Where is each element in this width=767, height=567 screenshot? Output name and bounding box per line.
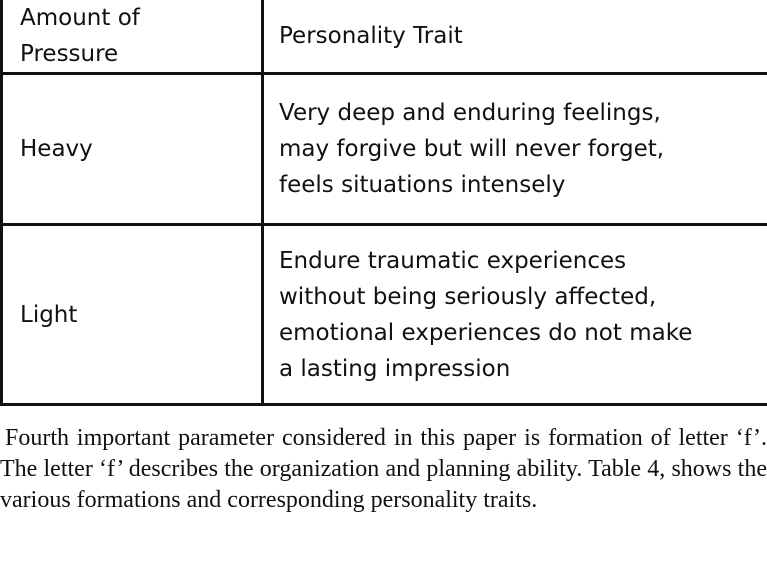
pressure-cell: Light: [0, 223, 264, 406]
pressure-traits-table: Amount of Pressure Personality Trait Hea…: [0, 0, 767, 406]
header-personality-trait: Personality Trait: [279, 23, 463, 49]
header-cell-amount-of-pressure: Amount of Pressure: [0, 0, 264, 75]
body-paragraph: Fourth important parameter considered in…: [0, 425, 767, 513]
pressure-value-heavy: Heavy: [20, 136, 93, 162]
pressure-cell: Heavy: [0, 72, 264, 226]
pressure-value-light: Light: [20, 301, 78, 328]
header-cell-personality-trait: Personality Trait: [261, 0, 767, 75]
trait-value-light: Endure traumatic experiences without bei…: [279, 247, 693, 382]
trait-value-heavy: Very deep and enduring feelings, may for…: [279, 100, 665, 198]
trait-cell: Endure traumatic experiences without bei…: [261, 223, 767, 406]
pressure-traits-table-wrapper: Amount of Pressure Personality Trait Hea…: [0, 0, 767, 406]
header-amount-of-pressure: Amount of Pressure: [20, 5, 140, 67]
table-header-row: Amount of Pressure Personality Trait: [0, 0, 767, 75]
table-row: Light Endure traumatic experiences witho…: [0, 223, 767, 406]
table-row: Heavy Very deep and enduring feelings, m…: [0, 72, 767, 226]
trait-cell: Very deep and enduring feelings, may for…: [261, 72, 767, 226]
